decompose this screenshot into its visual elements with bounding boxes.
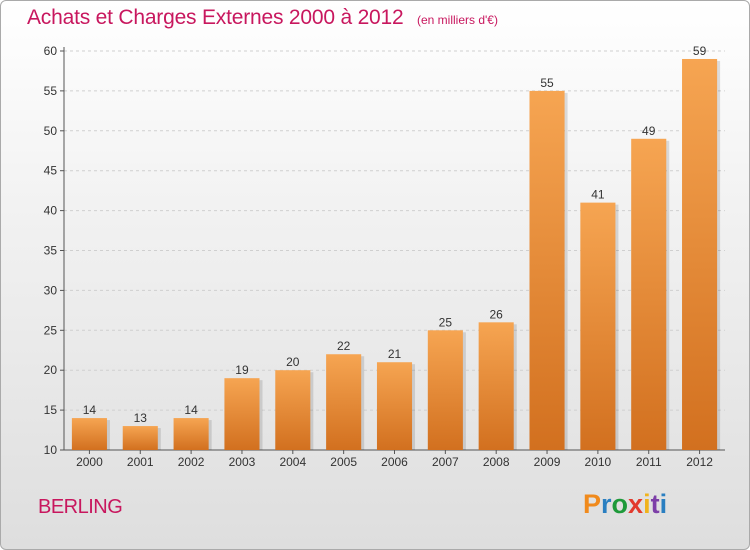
y-tick-label: 30 — [44, 283, 58, 297]
data-label: 41 — [591, 188, 605, 202]
data-label: 49 — [642, 124, 656, 138]
bar — [122, 426, 158, 450]
data-label: 21 — [388, 347, 402, 361]
bar — [224, 378, 260, 450]
bar — [682, 58, 718, 450]
data-label: 22 — [337, 339, 351, 353]
y-tick-label: 40 — [44, 204, 58, 218]
data-label: 55 — [540, 76, 554, 90]
y-tick-label: 60 — [44, 44, 58, 58]
bar — [529, 90, 565, 451]
y-tick-label: 45 — [44, 164, 58, 178]
logo-letter: t — [650, 489, 660, 519]
y-tick-label: 55 — [44, 84, 58, 98]
bar — [427, 330, 463, 450]
x-tick-label: 2004 — [279, 455, 306, 469]
x-tick-label: 2005 — [330, 455, 357, 469]
x-tick-label: 2001 — [127, 455, 154, 469]
data-label: 13 — [134, 411, 148, 425]
bar — [376, 362, 413, 450]
labels: 14 13 14 19 20 22 21 25 26 55 41 49 59 — [83, 44, 707, 425]
bar — [71, 418, 107, 450]
chart-subtitle: (en milliers d'€) — [417, 13, 498, 27]
x-tick-label: 2003 — [229, 455, 256, 469]
logo-letter: o — [611, 489, 629, 519]
data-label: 14 — [83, 403, 97, 417]
bar — [631, 138, 667, 450]
logo-letter: x — [628, 489, 644, 519]
data-label: 14 — [184, 403, 198, 417]
x-tick-label: 2006 — [381, 455, 408, 469]
y-tick-label: 10 — [44, 443, 58, 457]
y-tick-label: 20 — [44, 363, 58, 377]
logo-letter: i — [643, 489, 651, 519]
chart-title: Achats et Charges Externes 2000 à 2012 — [27, 6, 404, 29]
data-label: 59 — [693, 44, 707, 58]
x-tick-label: 2010 — [585, 455, 612, 469]
bar — [275, 370, 311, 450]
y-tick-label: 25 — [44, 323, 58, 337]
bar — [326, 354, 362, 450]
logo-letter: P — [583, 489, 602, 519]
logo-letter: r — [601, 489, 612, 519]
x-tick-label: 2007 — [432, 455, 459, 469]
x-tick-label: 2000 — [76, 455, 103, 469]
data-label: 20 — [286, 355, 300, 369]
data-label: 19 — [235, 363, 249, 377]
bar — [478, 322, 514, 450]
y-tick-label: 50 — [44, 124, 58, 138]
proxiti-logo: Proxiti — [583, 489, 667, 520]
y-tick-label: 35 — [44, 244, 58, 258]
y-tick-label: 15 — [44, 403, 58, 417]
data-label: 26 — [490, 307, 504, 321]
bar — [580, 202, 616, 450]
bars — [71, 58, 721, 451]
data-label: 25 — [439, 315, 453, 329]
commune-name: BERLING — [38, 496, 123, 518]
x-tick-label: 2008 — [483, 455, 510, 469]
x-tick-label: 2011 — [636, 455, 662, 469]
logo-letter: i — [659, 489, 668, 519]
bar — [173, 418, 209, 450]
x-tick-label: 2002 — [178, 455, 205, 469]
x-tick-label: 2012 — [686, 455, 713, 469]
x-tick-label: 2009 — [534, 455, 561, 469]
